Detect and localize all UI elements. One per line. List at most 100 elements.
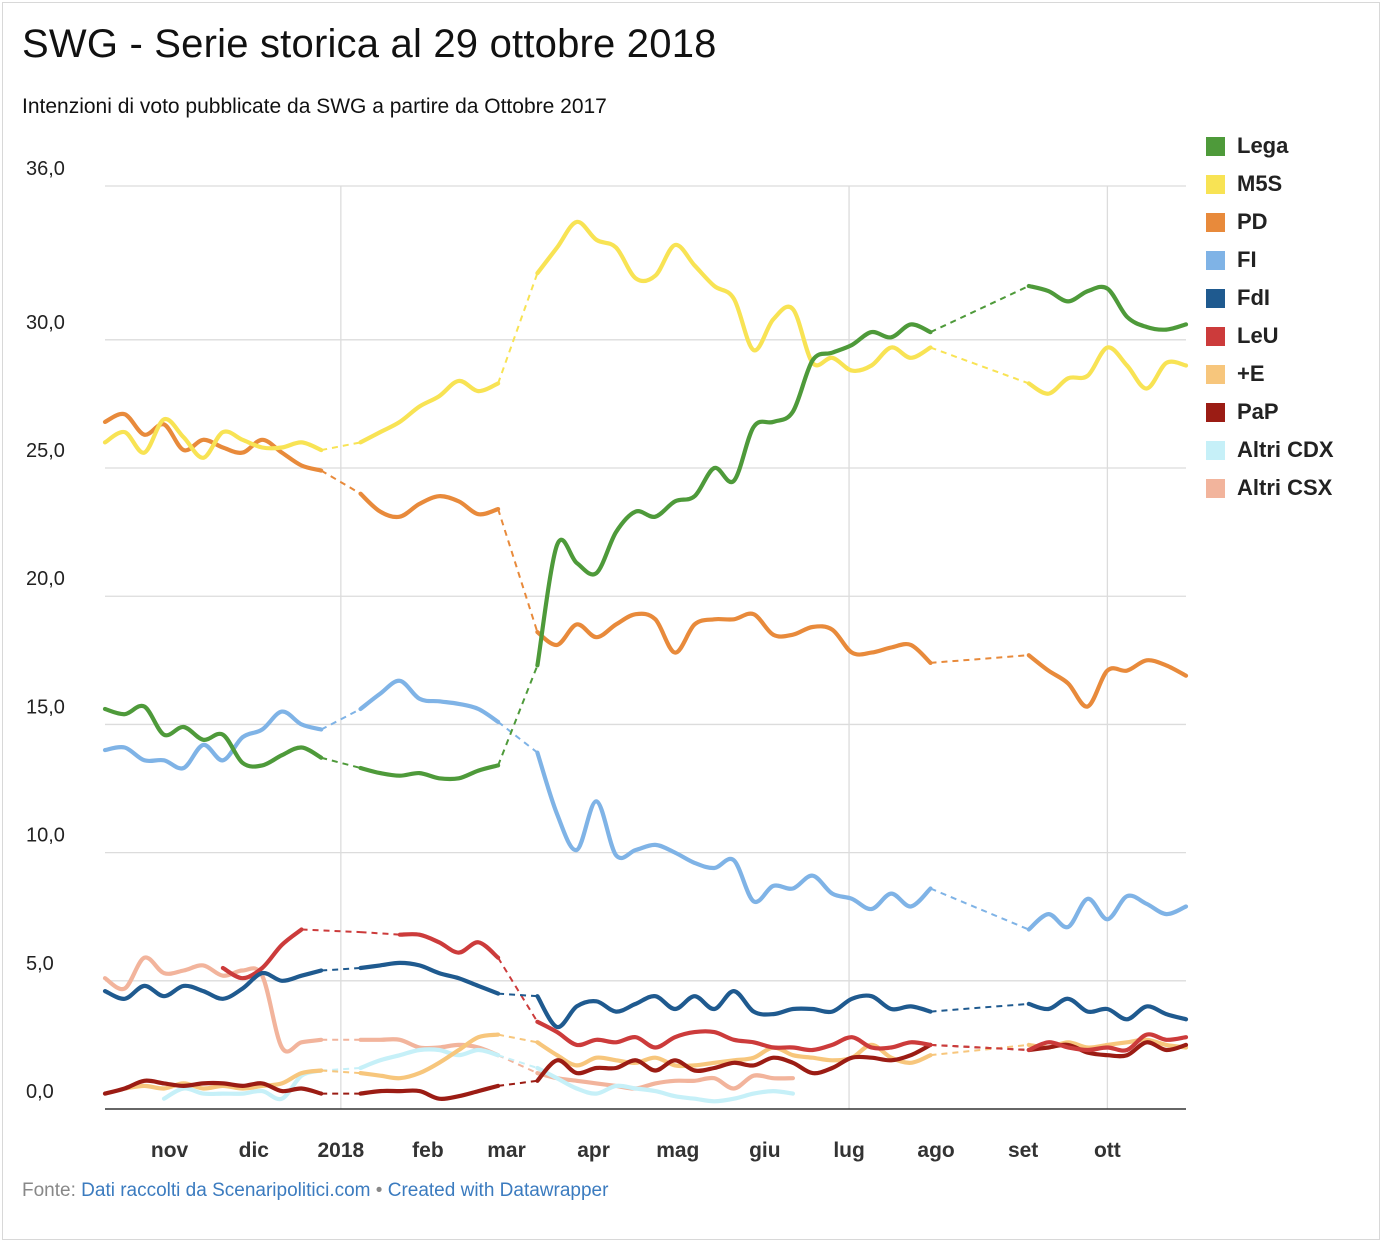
legend-item: Altri CSX (1206, 469, 1334, 507)
series-line (1026, 1040, 1189, 1059)
series-gap-connector (497, 1054, 538, 1075)
chart-subtitle: Intenzioni di voto pubblicate da SWG a p… (22, 95, 607, 118)
series-line (102, 968, 324, 1001)
series-lines (102, 219, 1189, 1104)
series-line (358, 378, 501, 445)
legend-item: Lega (1206, 127, 1334, 165)
legend-label: PaP (1237, 399, 1279, 424)
y-axis: 0,0 5,0 10,0 15,0 20,0 25,0 30,0 36,0 (26, 158, 65, 1103)
series-lega (102, 283, 1189, 782)
series-line (358, 678, 501, 724)
x-tick-label: feb (412, 1139, 444, 1162)
series-line (358, 1037, 501, 1058)
series-line (358, 1083, 501, 1102)
series-line (1026, 653, 1189, 709)
y-tick-label: 5,0 (26, 953, 54, 975)
legend-label: Lega (1237, 133, 1289, 158)
series-gap-connector (930, 346, 1030, 385)
series-gap-connector (930, 887, 1030, 931)
series-line (358, 1047, 501, 1071)
series-gap-connector (497, 665, 539, 766)
series-line (535, 989, 933, 1030)
legend-swatch (1206, 364, 1225, 384)
series-gap-connector (930, 1002, 1029, 1013)
x-tick-label: dic (239, 1139, 270, 1162)
series-line (358, 763, 501, 782)
series-line (102, 703, 324, 769)
series-line (102, 417, 324, 460)
legend-swatch (1206, 288, 1225, 308)
series-line (220, 927, 304, 981)
x-tick-label: 2018 (317, 1139, 364, 1162)
legend-label: LeU (1237, 323, 1279, 348)
legend: Lega M5S PD FI FdI LeU +E PaP Altri CDX Altri CSX (1206, 127, 1334, 507)
chart-title: SWG - Serie storica al 29 ottobre 2018 (22, 22, 717, 66)
series-gap-connector (930, 1043, 1029, 1052)
series-line (102, 709, 324, 771)
series-gap-connector (498, 992, 538, 998)
series-gap-connector (497, 272, 539, 384)
series-gap-connector (321, 441, 361, 452)
series-leu (220, 927, 1189, 1053)
legend-swatch (1206, 250, 1225, 270)
series-gap-connector (301, 928, 361, 934)
x-tick-label: nov (151, 1139, 189, 1162)
series-gap-connector (320, 756, 361, 769)
legend-item: PaP (1206, 393, 1334, 431)
x-tick-label: giu (749, 1139, 781, 1162)
series-line (1026, 893, 1189, 932)
series-line (1026, 996, 1189, 1022)
legend-item: M5S (1206, 165, 1334, 203)
series-altri-cdx (161, 1047, 795, 1104)
legend-label: Altri CSX (1237, 475, 1333, 500)
y-tick-label: 0,0 (26, 1081, 54, 1103)
series-m5s (102, 219, 1189, 460)
series-gap-connector (360, 931, 400, 936)
footer: Fonte: Dati raccolti da Scenaripolitici.… (22, 1180, 608, 1202)
x-tick-label: ago (917, 1139, 954, 1162)
series-fdi (102, 960, 1189, 1030)
series-gap-connector (320, 469, 362, 495)
source-link[interactable]: Dati raccolti da Scenaripolitici.com (81, 1180, 371, 1201)
series-line (535, 1040, 933, 1069)
legend-swatch (1206, 326, 1225, 346)
legend-label: PD (1237, 209, 1268, 234)
x-tick-label: mar (487, 1139, 526, 1162)
series-line (102, 955, 324, 1054)
gridlines (105, 185, 1186, 1110)
series-line (122, 1068, 324, 1091)
series-gap-connector (497, 721, 539, 754)
series-gap-connector (497, 1079, 538, 1087)
series-line (102, 1078, 324, 1096)
legend-swatch (1206, 478, 1225, 498)
x-tick-label: apr (577, 1139, 610, 1162)
datawrapper-link[interactable]: Created with Datawrapper (387, 1180, 609, 1201)
legend-item: LeU (1206, 317, 1334, 355)
series-gap-connector (497, 1033, 538, 1044)
y-tick-label: 20,0 (26, 568, 65, 590)
x-tick-label: mag (656, 1139, 699, 1162)
x-axis: nov dic 2018 feb mar apr mag giu lug ago set ott (151, 1139, 1121, 1162)
legend-item: Altri CDX (1206, 431, 1334, 469)
legend-item: +E (1206, 355, 1334, 393)
series-line (535, 322, 933, 668)
series-line (397, 932, 501, 960)
footer-prefix: Fonte: (22, 1180, 82, 1201)
legend-label: M5S (1237, 171, 1283, 196)
series-line (535, 1042, 933, 1083)
series-line (1026, 1032, 1189, 1053)
series-line (535, 611, 933, 665)
series-line (161, 1068, 324, 1102)
legend-swatch (1206, 174, 1225, 194)
series-e (122, 1032, 1189, 1091)
series-line (535, 1071, 795, 1091)
series-line (1026, 345, 1189, 396)
y-tick-label: 15,0 (26, 696, 65, 718)
series-gap-connector (497, 508, 539, 633)
legend-swatch (1206, 440, 1225, 460)
y-tick-label: 36,0 (26, 158, 65, 180)
x-tick-label: set (1008, 1139, 1038, 1162)
footer-separator: • (370, 1180, 388, 1201)
x-tick-label: lug (833, 1139, 865, 1162)
